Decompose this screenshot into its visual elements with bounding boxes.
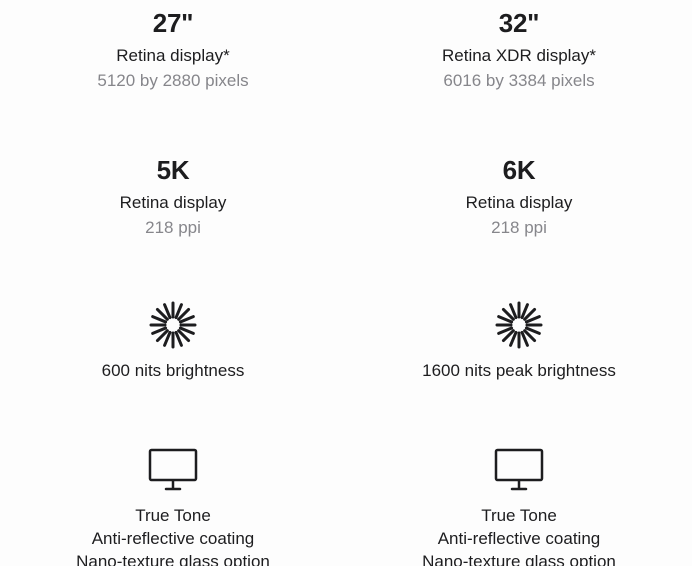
brightness-text: 600 nits brightness [102, 360, 245, 383]
ppi: 218 ppi [491, 217, 547, 240]
size-block: 32" Retina XDR display* 6016 by 3384 pix… [442, 6, 596, 93]
density-headline: 6K [503, 153, 536, 188]
size-block: 27" Retina display* 5120 by 2880 pixels [97, 6, 248, 93]
feature-line: Nano-texture glass option [422, 551, 616, 566]
sunburst-icon [148, 300, 198, 350]
brightness-block: 1600 nits peak brightness [422, 300, 616, 385]
density-headline: 5K [157, 153, 190, 188]
features-block: True Tone Anti-reflective coating Nano-t… [76, 445, 270, 566]
resolution: 5120 by 2880 pixels [97, 70, 248, 93]
sunburst-icon [494, 300, 544, 350]
brightness-text: 1600 nits peak brightness [422, 360, 616, 383]
feature-line: Nano-texture glass option [76, 551, 270, 566]
brightness-block: 600 nits brightness [102, 300, 245, 385]
features-block: True Tone Anti-reflective coating Nano-t… [422, 445, 616, 566]
monitor-icon [491, 445, 547, 495]
display-type: Retina display [466, 192, 573, 215]
comparison-grid: 27" Retina display* 5120 by 2880 pixels … [0, 0, 692, 566]
density-block: 5K Retina display 218 ppi [120, 153, 227, 240]
feature-line: True Tone [481, 505, 557, 528]
size-headline: 27" [153, 6, 193, 41]
size-headline: 32" [499, 6, 539, 41]
ppi: 218 ppi [145, 217, 201, 240]
display-type: Retina display [120, 192, 227, 215]
resolution: 6016 by 3384 pixels [443, 70, 594, 93]
feature-line: Anti-reflective coating [438, 528, 601, 551]
feature-line: Anti-reflective coating [92, 528, 255, 551]
column-left: 27" Retina display* 5120 by 2880 pixels … [0, 0, 346, 566]
density-block: 6K Retina display 218 ppi [466, 153, 573, 240]
column-right: 32" Retina XDR display* 6016 by 3384 pix… [346, 0, 692, 566]
feature-line: True Tone [135, 505, 211, 528]
display-type: Retina XDR display* [442, 45, 596, 68]
monitor-icon [145, 445, 201, 495]
display-type: Retina display* [116, 45, 229, 68]
